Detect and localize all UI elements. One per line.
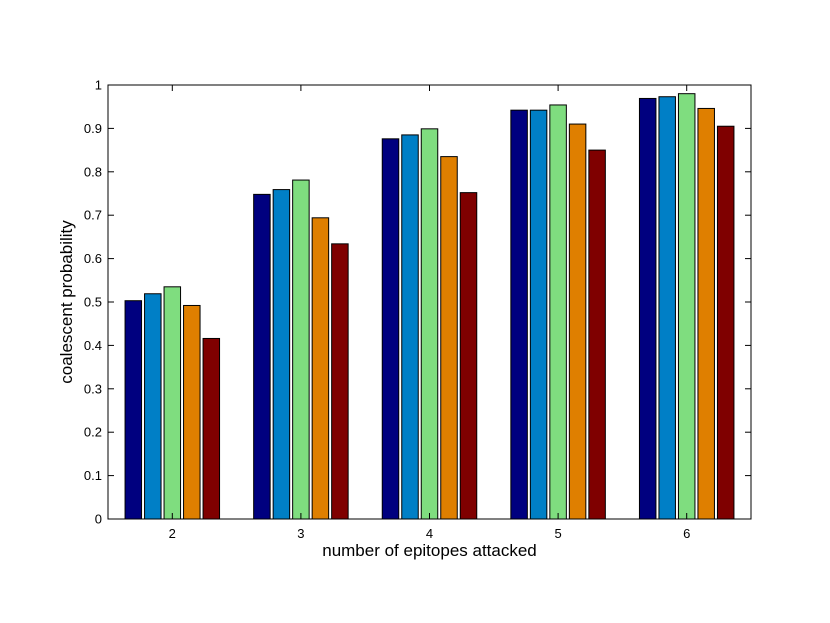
bar-6-4 [697, 107, 715, 520]
y-tick-label: 0.8 [84, 164, 102, 179]
bar-4-1 [381, 138, 400, 520]
bar-3-5 [331, 243, 349, 520]
y-axis-title: coalescent probability [57, 220, 76, 384]
bar-3-4 [311, 217, 330, 520]
plot-frame [107, 84, 752, 520]
bar-4-4 [440, 156, 458, 520]
bar-2-1 [124, 300, 143, 520]
bar-3-3 [292, 179, 310, 520]
bar-3-2 [272, 189, 291, 520]
bar-6-1 [638, 97, 657, 520]
bar-5-1 [510, 109, 528, 520]
y-tick-label: 0.1 [84, 468, 102, 483]
bar-6-3 [677, 93, 696, 520]
bar-5-2 [529, 109, 548, 520]
x-axis-title: number of epitopes attacked [322, 541, 537, 560]
bars-group [124, 93, 735, 520]
y-tick-label: 0.5 [84, 295, 102, 310]
bar-3-1 [253, 193, 271, 520]
bar-2-4 [183, 304, 201, 520]
x-tick-label: 4 [426, 526, 433, 541]
bar-5-3 [549, 104, 567, 520]
bar-2-5 [202, 337, 221, 520]
y-tick-label: 0 [95, 512, 102, 527]
y-tick-label: 0.2 [84, 425, 102, 440]
y-tick-label: 0.7 [84, 208, 102, 223]
bar-2-2 [144, 293, 162, 520]
bar-2-3 [163, 286, 182, 520]
x-ticks-group: 2 3 4 5 6 [169, 85, 690, 541]
bar-4-2 [401, 134, 419, 520]
bar-4-5 [459, 192, 478, 520]
bar-4-3 [420, 128, 439, 520]
x-tick-label: 2 [169, 526, 176, 541]
x-tick-label: 3 [297, 526, 304, 541]
bar-5-5 [588, 149, 606, 520]
y-tick-label: 0.9 [84, 121, 102, 136]
bar-5-4 [568, 123, 587, 520]
x-tick-label: 6 [683, 526, 690, 541]
x-tick-label: 5 [554, 526, 561, 541]
bar-6-5 [716, 125, 735, 520]
bar-6-2 [658, 96, 676, 520]
y-ticks-group: 0 0.1 0.2 0.3 0.4 0.5 0.6 0.7 0.8 0.9 1 [84, 78, 751, 527]
y-tick-label: 0.3 [84, 381, 102, 396]
y-tick-label: 0.4 [84, 338, 102, 353]
y-tick-label: 0.6 [84, 251, 102, 266]
y-tick-label: 1 [95, 78, 102, 93]
